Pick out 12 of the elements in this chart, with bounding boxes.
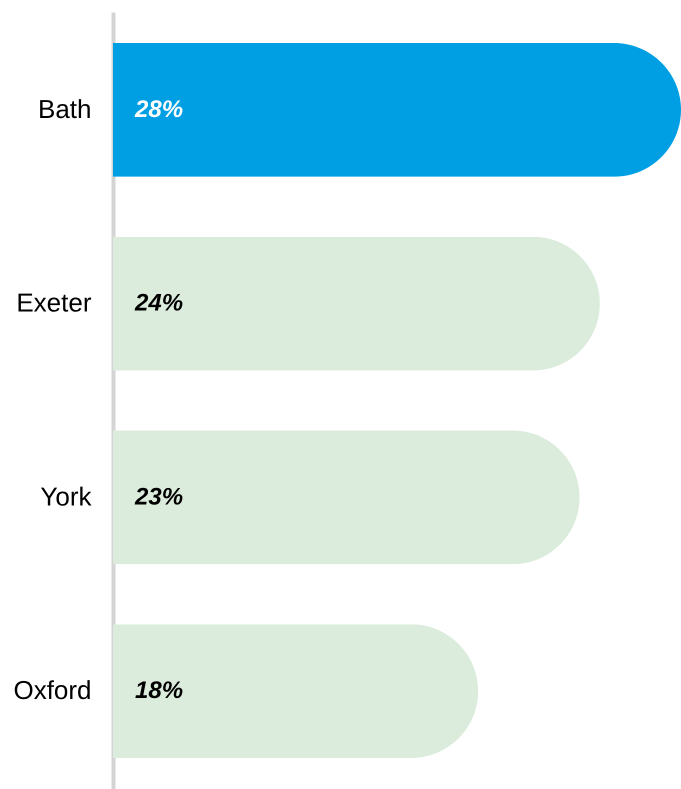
data-label: 18% [135, 677, 184, 704]
y-tick-label: Bath [38, 94, 92, 124]
bar [113, 43, 681, 177]
bar [113, 624, 478, 758]
bar [113, 430, 580, 564]
y-tick-label: York [40, 481, 92, 512]
y-tick-label: Oxford [13, 675, 92, 706]
data-label: 24% [134, 290, 184, 317]
data-label: 28% [134, 96, 184, 123]
data-label: 23% [134, 483, 184, 510]
bar [113, 236, 600, 370]
y-tick-label: Exeter [16, 288, 92, 318]
